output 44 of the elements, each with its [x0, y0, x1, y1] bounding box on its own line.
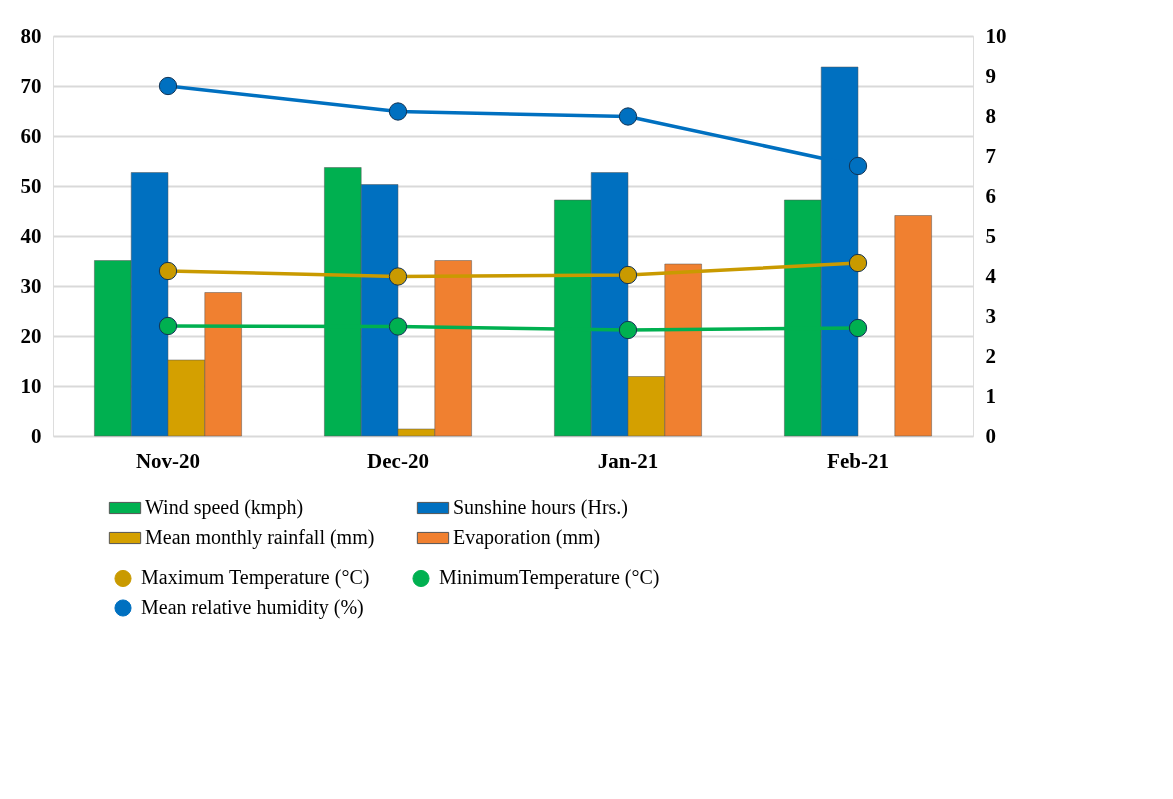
legend-label: Wind speed (kmph): [145, 496, 304, 519]
legend-label: Mean relative humidity (%): [141, 596, 364, 619]
legend-label: Sunshine hours (Hrs.): [453, 496, 628, 519]
point: [158, 76, 178, 96]
point: [158, 316, 178, 336]
point: [618, 320, 638, 340]
y2-tick-label: 1: [985, 383, 996, 408]
y2-tick-label: 10: [985, 23, 1007, 48]
legend-label: MinimumTemperature (°C): [439, 566, 660, 590]
point: [388, 102, 408, 121]
point: [848, 156, 868, 176]
y-tick-label: 70: [20, 73, 42, 98]
y2-tick-label: 0: [985, 423, 996, 448]
x-tick-label: Nov-20: [135, 448, 201, 473]
legend-label: Evaporation (mm): [453, 526, 601, 549]
legend-label: Mean monthly rainfall (mm): [145, 526, 375, 549]
y-tick-label: 80: [20, 23, 42, 48]
point: [618, 107, 638, 126]
y2-tick-label: 9: [985, 63, 996, 88]
bar: [894, 215, 932, 437]
point: [618, 265, 638, 285]
point: [848, 253, 868, 273]
point: [388, 267, 408, 286]
y2-tick-label: 2: [985, 343, 996, 368]
y-tick-label: 50: [20, 173, 42, 198]
y-tick-label: 40: [20, 223, 42, 248]
x-tick-label: Dec-20: [367, 448, 429, 473]
point: [388, 317, 408, 336]
y2-tick-label: 4: [985, 263, 997, 288]
y-tick-label: 60: [20, 123, 42, 148]
y2-tick-label: 7: [985, 143, 996, 168]
y2-tick-label: 5: [985, 223, 996, 248]
y-tick-label: 10: [20, 373, 42, 398]
x-tick-label: Jan-21: [597, 448, 659, 473]
y-tick-label: 0: [31, 423, 42, 448]
point: [848, 318, 868, 338]
y2-tick-label: 8: [985, 103, 996, 128]
y2-tick-label: 6: [985, 183, 996, 208]
y-tick-label: 30: [20, 273, 42, 298]
y-tick-label: 20: [20, 323, 42, 348]
point: [158, 261, 178, 281]
x-tick-label: Feb-21: [827, 448, 889, 473]
legend-label: Maximum Temperature (°C): [141, 566, 370, 590]
y2-tick-label: 3: [985, 303, 996, 328]
